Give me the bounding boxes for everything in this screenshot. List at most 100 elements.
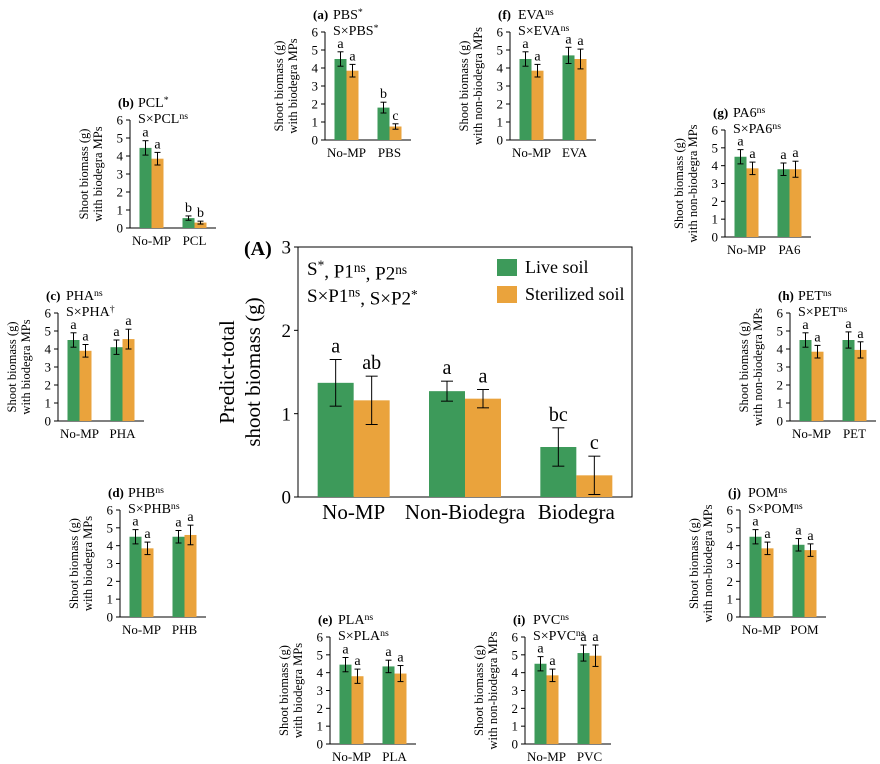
significance-letter: a [187,510,194,525]
annotation-superscript: ns [179,111,188,122]
y-tick-label: 6 [107,503,114,518]
annotation-text: PHA [66,289,95,304]
y-tick-label: 6 [312,25,319,40]
y-tick-label: 6 [497,25,504,40]
x-tick-label: No-MP [792,426,831,441]
error-bar [144,541,151,556]
significance-letter: b [197,206,204,221]
annotation-text: PET [798,289,823,304]
significance-letter: a [142,126,149,141]
x-tick-label: PVC [577,749,602,764]
annotation-superscript: ns [823,288,832,299]
significance-letter: a [857,327,864,342]
panel-annotation: S×PA6ns [733,121,781,137]
error-bar [82,344,89,358]
significance-letter: a [397,651,404,666]
y-tick-label: 4 [117,149,124,164]
y-axis-label: Shoot biomass (g) [77,129,91,220]
y-tick-label: 2 [727,574,734,589]
y-axis-label: Shoot biomass (g) [5,322,19,413]
annotation-text: S×PLA [338,629,381,644]
y-tick-label: 3 [282,238,292,259]
error-bar [142,140,149,156]
x-tick-label: No-MP [132,233,171,248]
annotation-text: EVA [518,8,546,23]
y-tick-label: 4 [512,665,519,680]
bar [854,349,867,421]
significance-letter: a [792,146,799,161]
y-tick-label: 2 [117,185,124,200]
bar [110,347,123,421]
panel-annotation: PHAns [66,288,103,304]
error-bar [752,529,759,545]
x-tick-label: Biodegra [538,500,616,524]
error-bar [113,339,120,355]
error-bar [592,644,599,667]
significance-letter: a [780,148,787,163]
y-tick-label: 3 [107,556,114,571]
panel-annotation: S×PHBns [128,501,180,517]
y-tick-label: 0 [497,133,504,148]
y-tick-label: 4 [727,538,734,553]
y-tick-label: 4 [712,158,719,173]
y-axis-label: Shoot biomass (g) [687,518,701,609]
significance-letter: a [154,137,161,152]
error-bar [329,359,342,407]
annotation-text: , P2 [366,264,396,285]
y-tick-label: 6 [727,503,734,518]
significance-letter: c [590,432,599,454]
y-tick-label: 5 [117,131,124,146]
error-bar [845,331,852,349]
annotation-text: PHB [128,486,155,501]
bar [334,59,347,140]
bar [382,666,395,744]
y-tick-label: 2 [282,321,292,342]
bar [562,55,575,140]
y-axis-label: with non-biodegra MPs [486,631,500,749]
significance-letter: a [331,336,340,358]
y-axis-label: with non-biodegra MPs [686,124,700,242]
annotation-superscript: ns [576,628,585,639]
bar [777,169,790,237]
error-bar [385,659,392,674]
y-tick-label: 5 [512,647,519,662]
annotation-superscript: * [374,23,379,34]
significance-letter: c [392,109,398,124]
panel-label: (d) [108,485,124,500]
y-axis-label: with biodegra MPs [286,38,300,133]
error-bar [70,332,77,348]
significance-letter: a [577,34,584,49]
annotation-text: S×PET [798,305,839,320]
bar [151,158,164,228]
error-bar [588,455,601,495]
annotation-text: S×PVC [533,629,576,644]
annotation-text: POM [748,486,779,501]
bar [746,168,759,237]
y-tick-label: 5 [727,520,734,535]
error-bar [349,63,356,78]
y-tick-label: 1 [107,592,114,607]
y-axis-label: with biodegra MPs [19,319,33,414]
significance-letter: a [70,318,77,333]
significance-letter: a [749,147,756,162]
y-axis-label: Shoot biomass (g) [457,41,471,132]
annotation-superscript: ns [155,485,164,496]
x-tick-label: PHB [172,622,198,637]
bar [749,536,762,617]
error-bar [780,162,787,176]
panel-annotation: S×PLAns [338,628,389,644]
annotation-text: PA6 [733,106,757,121]
y-axis-label: Shoot biomass (g) [272,41,286,132]
annotation-superscript: ns [348,285,360,300]
significance-letter: bc [549,404,568,426]
annotation-superscript: * [411,287,418,302]
y-tick-label: 5 [45,324,52,339]
bar [172,536,185,617]
panel-annotation: S*, P1ns, P2ns [307,258,407,285]
bar [546,675,559,744]
y-tick-label: 0 [107,610,114,625]
bar [811,351,824,421]
significance-letter: a [385,645,392,660]
y-tick-label: 3 [497,79,504,94]
